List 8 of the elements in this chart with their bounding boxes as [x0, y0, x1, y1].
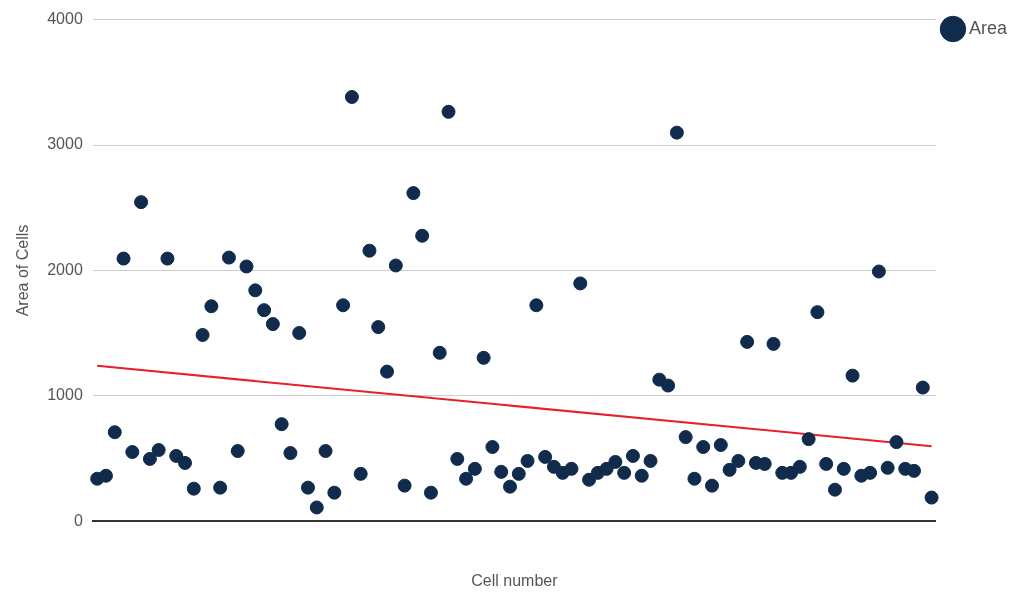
x-axis-title: Cell number	[471, 571, 559, 589]
y-tick-label: 3000	[47, 135, 83, 153]
y-axis-title: Area of Cells	[14, 224, 32, 317]
y-tick-label: 2000	[47, 260, 83, 278]
legend-label: Area	[968, 17, 1008, 38]
y-tick-label: 1000	[47, 386, 83, 404]
y-tick-label: 0	[73, 511, 83, 529]
y-tick-label: 4000	[47, 10, 83, 28]
